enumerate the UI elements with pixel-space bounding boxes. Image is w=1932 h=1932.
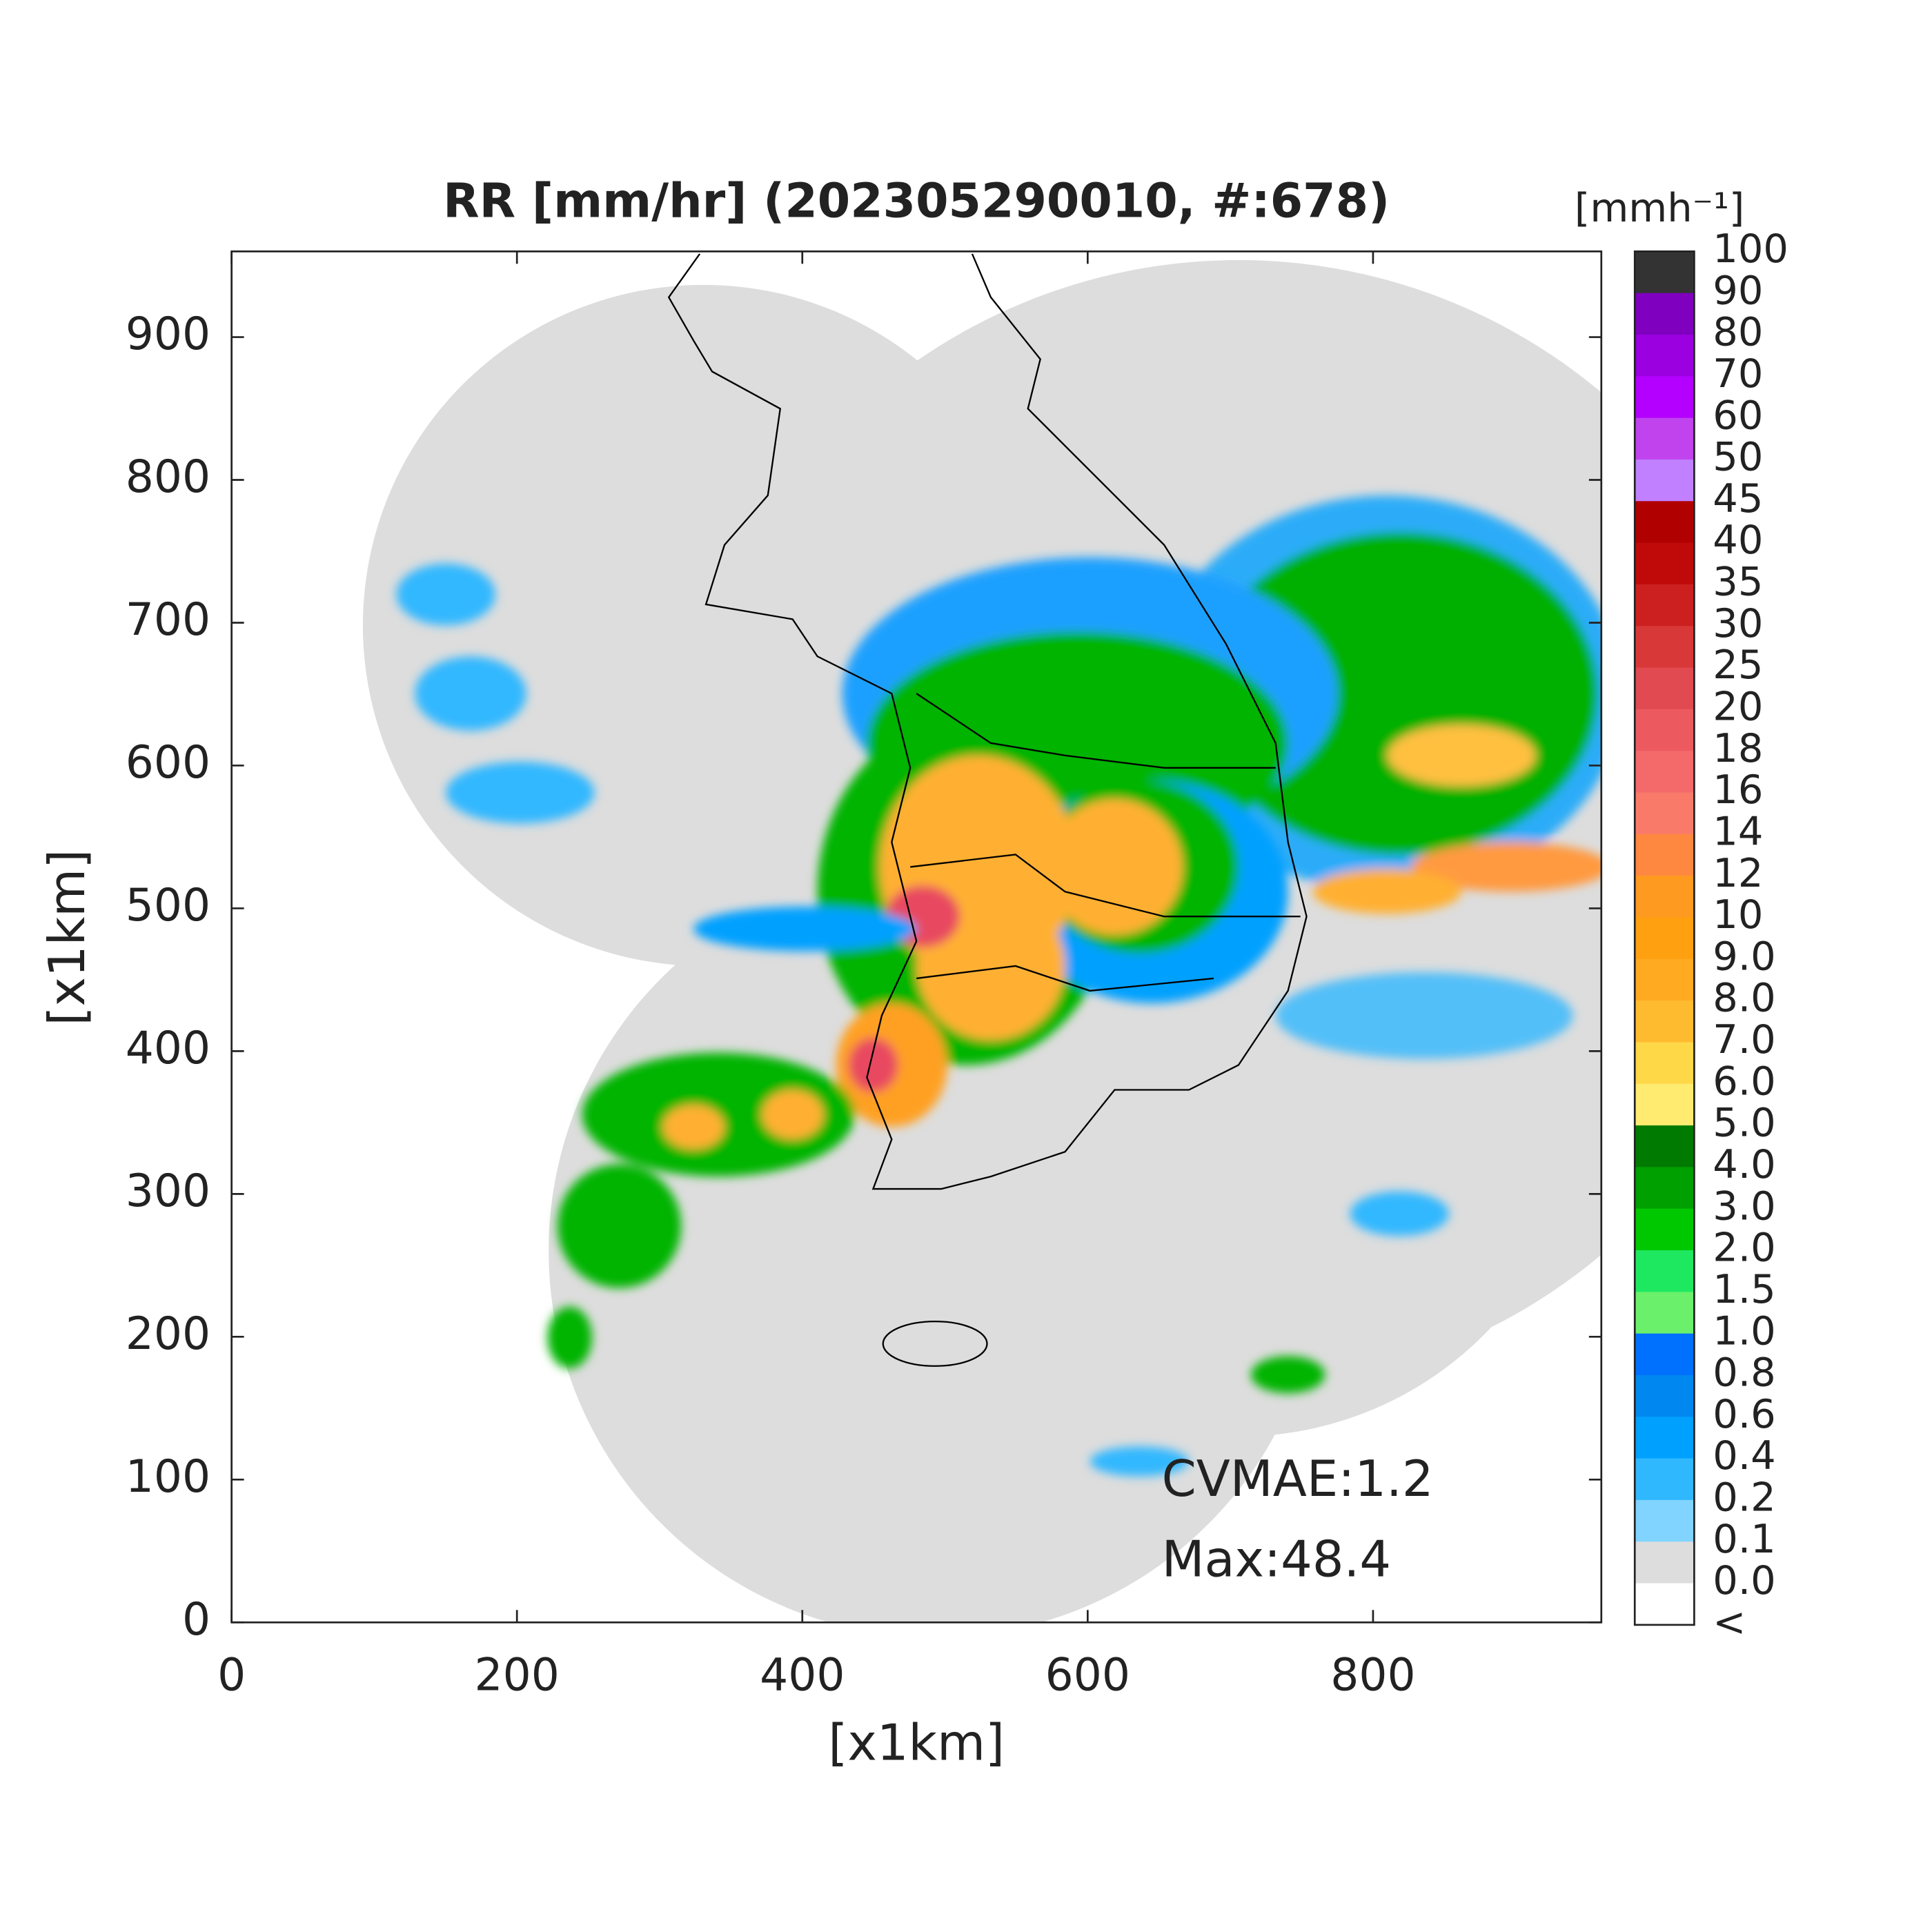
x-tick-label: 600: [1045, 1650, 1130, 1702]
x-axis-label: [x1km]: [828, 1713, 1005, 1771]
colorbar-band: [1635, 876, 1695, 918]
colorbar-label: 2.0: [1713, 1225, 1775, 1271]
y-tick-label: 600: [126, 737, 210, 789]
colorbar-band: [1635, 792, 1695, 835]
colorbar-band: [1635, 376, 1695, 419]
y-tick-label: 0: [182, 1594, 210, 1646]
colorbar-label: 14: [1713, 808, 1763, 854]
annotation: Max:48.4: [1162, 1530, 1391, 1588]
colorbar-label: 0.6: [1713, 1391, 1775, 1437]
colorbar-unit: [mmh⁻¹]: [1575, 185, 1744, 231]
colorbar-band: [1635, 958, 1695, 1001]
colorbar-band: [1635, 1499, 1695, 1543]
colorbar-label: <: [1713, 1599, 1746, 1645]
colorbar-label: 60: [1713, 392, 1763, 438]
colorbar-band: [1635, 709, 1695, 752]
colorbar-band: [1635, 1000, 1695, 1043]
colorbar-band: [1635, 501, 1695, 544]
colorbar-label: 0.8: [1713, 1350, 1775, 1396]
colorbar-label: 8.0: [1713, 975, 1775, 1021]
colorbar-frame: [1633, 250, 1695, 1626]
y-axis-label: [x1km]: [38, 849, 96, 1026]
y-tick-label: 900: [126, 308, 210, 360]
colorbar-label: 40: [1713, 517, 1763, 563]
colorbar-band: [1635, 584, 1695, 627]
colorbar-label: 9.0: [1713, 933, 1775, 979]
x-tick-label: 400: [760, 1650, 845, 1702]
colorbar-band: [1635, 1167, 1695, 1210]
colorbar-label: 16: [1713, 767, 1763, 813]
colorbar-band: [1635, 1333, 1695, 1376]
y-tick-label: 800: [126, 451, 210, 503]
colorbar-band: [1635, 917, 1695, 960]
colorbar-band: [1635, 1083, 1695, 1126]
colorbar-band: [1635, 293, 1695, 335]
colorbar-label: 18: [1713, 725, 1763, 771]
y-tick-label: 100: [126, 1451, 210, 1503]
colorbar-band: [1635, 251, 1695, 294]
colorbar-band: [1635, 1374, 1695, 1418]
colorbar-band: [1635, 626, 1695, 669]
colorbar-label: 0.0: [1713, 1557, 1775, 1604]
coastline: [667, 253, 1308, 1367]
colorbar-label: 0.1: [1713, 1516, 1775, 1562]
colorbar-label: 4.0: [1713, 1141, 1775, 1187]
colorbar-band: [1635, 334, 1695, 377]
x-tick-label: 0: [217, 1650, 246, 1702]
colorbar-label: 30: [1713, 600, 1763, 647]
colorbar-band: [1635, 1541, 1695, 1584]
colorbar-band: [1635, 1417, 1695, 1459]
colorbar-band: [1635, 1458, 1695, 1501]
colorbar-label: 10: [1713, 891, 1763, 938]
colorbar-band: [1635, 1208, 1695, 1251]
annotation: CVMAE:1.2: [1162, 1450, 1434, 1508]
colorbar-band: [1635, 542, 1695, 585]
colorbar-band: [1635, 1583, 1695, 1626]
colorbar-band: [1635, 667, 1695, 710]
chart-title: RR [mm/hr] (202305290010, #:678): [443, 175, 1390, 229]
colorbar-label: 6.0: [1713, 1058, 1775, 1104]
y-tick-label: 400: [126, 1023, 210, 1074]
colorbar-label: 100: [1713, 226, 1788, 272]
y-tick-label: 200: [126, 1308, 210, 1360]
plot-frame: [230, 250, 1603, 1624]
colorbar-band: [1635, 1125, 1695, 1168]
colorbar-band: [1635, 1292, 1695, 1334]
y-tick-label: 300: [126, 1165, 210, 1217]
colorbar-label: 12: [1713, 850, 1763, 896]
x-tick-label: 200: [475, 1650, 560, 1702]
colorbar-band: [1635, 834, 1695, 877]
colorbar-band: [1635, 1042, 1695, 1085]
radar-map: [362, 253, 1601, 1623]
colorbar-label: 70: [1713, 351, 1763, 397]
colorbar-label: 25: [1713, 642, 1763, 688]
colorbar-label: 0.4: [1713, 1432, 1775, 1479]
colorbar-label: 0.2: [1713, 1475, 1775, 1521]
colorbar-band: [1635, 1250, 1695, 1293]
colorbar-band: [1635, 417, 1695, 460]
colorbar-label: 45: [1713, 475, 1763, 522]
x-tick-label: 800: [1330, 1650, 1415, 1702]
colorbar-band: [1635, 751, 1695, 793]
colorbar-label: 7.0: [1713, 1016, 1775, 1063]
colorbar-label: 50: [1713, 434, 1763, 480]
colorbar-label: 80: [1713, 309, 1763, 355]
colorbar-label: 90: [1713, 267, 1763, 313]
colorbar-label: 20: [1713, 683, 1763, 729]
colorbar-label: 1.0: [1713, 1308, 1775, 1354]
colorbar-label: 3.0: [1713, 1183, 1775, 1229]
colorbar-label: 35: [1713, 559, 1763, 605]
y-tick-label: 500: [126, 880, 210, 931]
colorbar-band: [1635, 459, 1695, 502]
colorbar-label: 5.0: [1713, 1100, 1775, 1146]
colorbar-label: 1.5: [1713, 1266, 1775, 1312]
y-tick-label: 700: [126, 594, 210, 646]
